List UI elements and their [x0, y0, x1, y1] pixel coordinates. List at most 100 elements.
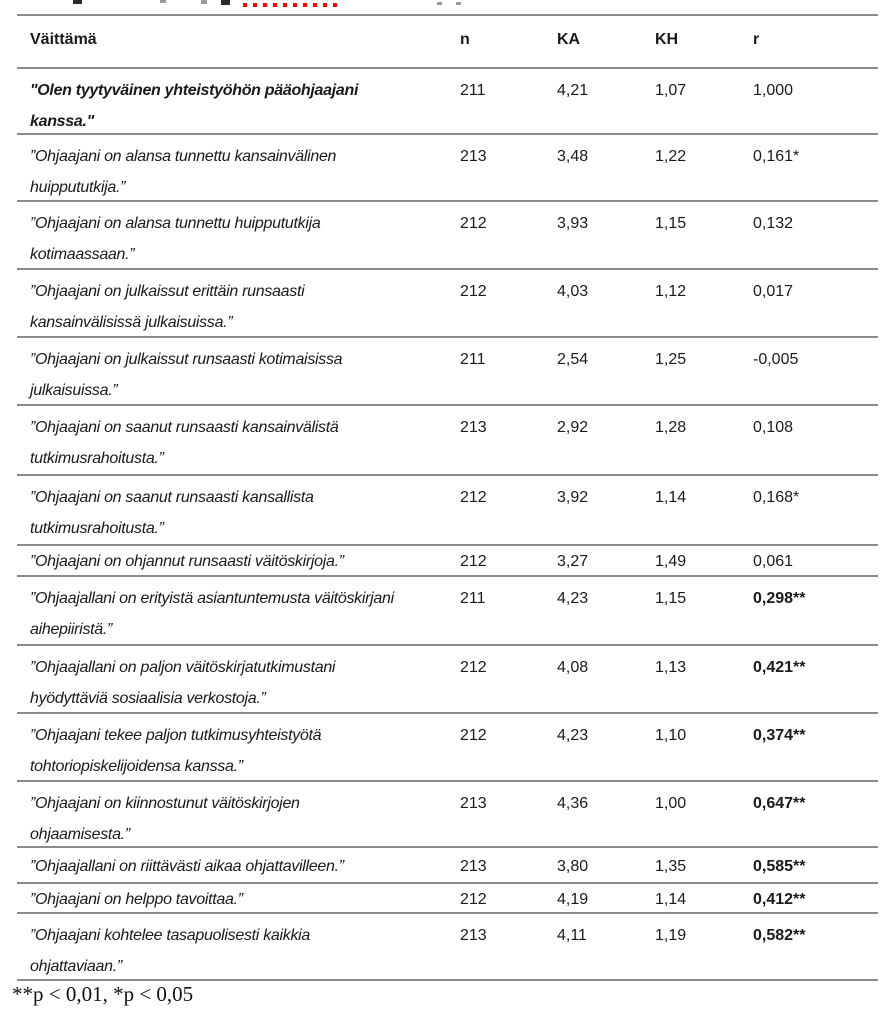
r-cell: -0,005: [753, 351, 799, 368]
kh-cell: 1,35: [655, 858, 687, 875]
n-cell: 212: [460, 283, 487, 300]
n-cell: 212: [460, 553, 487, 570]
r-cell: 0,017: [753, 283, 794, 300]
statement-cell: ”Ohjaajani on alansa tunnettu huippututk…: [30, 215, 321, 263]
ka-cell: 4,03: [557, 283, 589, 300]
ka-cell: 2,92: [557, 419, 589, 436]
statement-cell: ”Ohjaajani on kiinnostunut väitöskirjoje…: [30, 795, 300, 843]
significance-footnote: **p < 0,01, *p < 0,05: [12, 982, 194, 1006]
table-row: ”Ohjaajani on julkaissut runsaasti kotim…: [17, 338, 878, 406]
spellcheck-underline-fragment: [243, 3, 338, 7]
table-row: ”Ohjaajallani on erityistä asiantuntemus…: [17, 577, 878, 646]
ka-cell: 4,08: [557, 659, 589, 676]
ka-cell: 3,48: [557, 148, 589, 165]
clipped-text-fragment: [437, 2, 442, 5]
kh-cell: 1,25: [655, 351, 687, 368]
kh-cell: 1,19: [655, 927, 687, 944]
ka-cell: 4,11: [557, 927, 587, 944]
table-row: ”Ohjaajani on ohjannut runsaasti väitösk…: [17, 546, 878, 577]
n-cell: 213: [460, 795, 487, 812]
r-cell: 0,585**: [753, 858, 806, 875]
clipped-text-fragment: [73, 0, 82, 4]
statement-cell: ”Ohjaajani on helppo tavoittaa.”: [30, 891, 243, 908]
column-header-kh: KH: [655, 31, 679, 48]
r-cell: 0,298**: [753, 590, 806, 607]
r-cell: 0,108: [753, 419, 794, 436]
n-cell: 212: [460, 215, 487, 232]
ka-cell: 2,54: [557, 351, 589, 368]
n-cell: 213: [460, 148, 487, 165]
statement-cell: ”Ohjaajani on julkaissut runsaasti kotim…: [30, 351, 343, 399]
statement-cell: ”Ohjaajani on saanut runsaasti kansallis…: [30, 489, 314, 537]
ka-cell: 4,21: [557, 82, 589, 99]
table-row: ”Ohjaajani on alansa tunnettu huippututk…: [17, 202, 878, 270]
statement-cell: ”Ohjaajallani on paljon väitöskirjatutki…: [30, 659, 336, 707]
column-header-n: n: [460, 31, 470, 48]
table-row: ”Ohjaajani on kiinnostunut väitöskirjoje…: [17, 782, 878, 848]
r-cell: 0,647**: [753, 795, 806, 812]
kh-cell: 1,10: [655, 727, 687, 744]
kh-cell: 1,15: [655, 590, 687, 607]
kh-cell: 1,15: [655, 215, 687, 232]
statement-cell: "Olen tyytyväinen yhteistyöhön pääohjaaj…: [30, 82, 359, 130]
table-row: ”Ohjaajallani on paljon väitöskirjatutki…: [17, 646, 878, 714]
ka-cell: 3,27: [557, 553, 589, 570]
n-cell: 213: [460, 858, 487, 875]
n-cell: 212: [460, 659, 487, 676]
kh-cell: 1,22: [655, 148, 687, 165]
n-cell: 211: [460, 351, 486, 368]
table-row: ”Ohjaajani on saanut runsaasti kansallis…: [17, 476, 878, 546]
kh-cell: 1,00: [655, 795, 687, 812]
n-cell: 212: [460, 727, 487, 744]
statement-cell: ”Ohjaajani on ohjannut runsaasti väitösk…: [30, 553, 344, 570]
table-row: ”Ohjaajani on alansa tunnettu kansainväl…: [17, 135, 878, 202]
kh-cell: 1,14: [655, 891, 687, 908]
ka-cell: 4,36: [557, 795, 589, 812]
table-row: ”Ohjaajani kohtelee tasapuolisesti kaikk…: [17, 914, 878, 981]
r-cell: 0,161*: [753, 148, 800, 165]
r-cell: 0,061: [753, 553, 794, 570]
n-cell: 213: [460, 927, 487, 944]
statement-cell: ”Ohjaajani kohtelee tasapuolisesti kaikk…: [30, 927, 311, 975]
statistics-table: Väittämä n KA KH r "Olen tyytyväinen yht…: [17, 14, 878, 981]
ka-cell: 4,19: [557, 891, 589, 908]
n-cell: 211: [460, 82, 486, 99]
statement-cell: ”Ohjaajallani on riittävästi aikaa ohjat…: [30, 858, 344, 875]
clipped-text-fragment: [201, 0, 207, 4]
statement-cell: ”Ohjaajani on saanut runsaasti kansainvä…: [30, 419, 339, 467]
n-cell: 213: [460, 419, 487, 436]
ka-cell: 3,93: [557, 215, 589, 232]
ka-cell: 3,92: [557, 489, 589, 506]
statement-cell: ”Ohjaajani on alansa tunnettu kansainväl…: [30, 148, 337, 196]
kh-cell: 1,14: [655, 489, 687, 506]
kh-cell: 1,13: [655, 659, 687, 676]
n-cell: 212: [460, 489, 487, 506]
table-row: ”Ohjaajani on saanut runsaasti kansainvä…: [17, 406, 878, 476]
column-header-r: r: [753, 31, 760, 48]
kh-cell: 1,12: [655, 283, 687, 300]
kh-cell: 1,28: [655, 419, 687, 436]
table-row: ”Ohjaajani on julkaissut erittäin runsaa…: [17, 270, 878, 338]
table-row: "Olen tyytyväinen yhteistyöhön pääohjaaj…: [17, 69, 878, 135]
column-header-statement: Väittämä: [30, 31, 97, 48]
statement-cell: ”Ohjaajani on julkaissut erittäin runsaa…: [30, 283, 305, 331]
table-row: ”Ohjaajallani on riittävästi aikaa ohjat…: [17, 848, 878, 884]
table-header-row: Väittämä n KA KH r: [17, 16, 878, 69]
n-cell: 211: [460, 590, 486, 607]
r-cell: 0,168*: [753, 489, 800, 506]
ka-cell: 4,23: [557, 590, 589, 607]
n-cell: 212: [460, 891, 487, 908]
statement-cell: ”Ohjaajallani on erityistä asiantuntemus…: [30, 590, 394, 638]
r-cell: 0,412**: [753, 891, 806, 908]
statement-cell: ”Ohjaajani tekee paljon tutkimusyhteisty…: [30, 727, 322, 775]
r-cell: 0,582**: [753, 927, 806, 944]
r-cell: 1,000: [753, 82, 794, 99]
r-cell: 0,421**: [753, 659, 806, 676]
table-row: ”Ohjaajani tekee paljon tutkimusyhteisty…: [17, 714, 878, 782]
kh-cell: 1,49: [655, 553, 687, 570]
kh-cell: 1,07: [655, 82, 687, 99]
clipped-text-fragment: [160, 0, 166, 3]
ka-cell: 3,80: [557, 858, 589, 875]
column-header-ka: KA: [557, 31, 581, 48]
clipped-text-fragment: [456, 2, 461, 5]
